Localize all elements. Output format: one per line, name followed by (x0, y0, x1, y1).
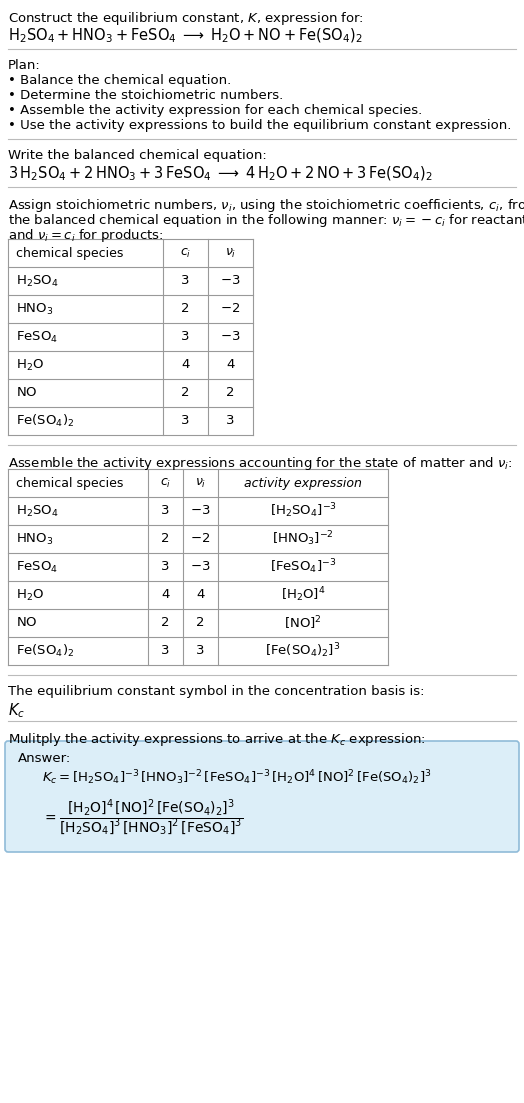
Text: Construct the equilibrium constant, $K$, expression for:: Construct the equilibrium constant, $K$,… (8, 10, 364, 26)
Text: $3\,\mathrm{H_2SO_4} + 2\,\mathrm{HNO_3} + 3\,\mathrm{FeSO_4} \;\longrightarrow\: $3\,\mathrm{H_2SO_4} + 2\,\mathrm{HNO_3}… (8, 165, 433, 183)
Text: 3: 3 (181, 275, 190, 288)
Text: $= \dfrac{[\mathrm{H_2O}]^{4}\,[\mathrm{NO}]^{2}\,[\mathrm{Fe(SO_4)_2}]^{3}}{[\m: $= \dfrac{[\mathrm{H_2O}]^{4}\,[\mathrm{… (42, 797, 243, 838)
Text: $[\mathrm{NO}]^{2}$: $[\mathrm{NO}]^{2}$ (284, 614, 322, 632)
Text: 3: 3 (196, 644, 205, 657)
Text: $-2$: $-2$ (190, 533, 211, 546)
Text: 2: 2 (181, 386, 190, 399)
Text: $K_c$: $K_c$ (8, 702, 25, 719)
Text: 3: 3 (181, 415, 190, 428)
Text: $\mathrm{FeSO_4}$: $\mathrm{FeSO_4}$ (16, 330, 58, 344)
Text: $[\mathrm{HNO_3}]^{-2}$: $[\mathrm{HNO_3}]^{-2}$ (272, 529, 334, 548)
FancyBboxPatch shape (5, 741, 519, 852)
Text: 2: 2 (161, 617, 170, 630)
Text: 4: 4 (196, 589, 205, 601)
Text: $\mathrm{H_2O}$: $\mathrm{H_2O}$ (16, 588, 44, 602)
Text: activity expression: activity expression (244, 476, 362, 490)
Text: Plan:: Plan: (8, 58, 41, 72)
Text: $\nu_i$: $\nu_i$ (195, 476, 206, 490)
Text: • Balance the chemical equation.: • Balance the chemical equation. (8, 74, 231, 87)
Text: $\mathrm{HNO_3}$: $\mathrm{HNO_3}$ (16, 301, 53, 317)
Text: $\mathrm{Fe(SO_4)_2}$: $\mathrm{Fe(SO_4)_2}$ (16, 643, 74, 660)
Text: $\mathrm{NO}$: $\mathrm{NO}$ (16, 617, 38, 630)
Text: $\mathrm{NO}$: $\mathrm{NO}$ (16, 386, 38, 399)
Text: $c_i$: $c_i$ (180, 246, 191, 259)
Text: • Determine the stoichiometric numbers.: • Determine the stoichiometric numbers. (8, 89, 283, 101)
Text: $\nu_i$: $\nu_i$ (225, 246, 236, 259)
Text: chemical species: chemical species (16, 246, 123, 259)
Text: $-3$: $-3$ (220, 331, 241, 343)
Text: Assign stoichiometric numbers, $\nu_i$, using the stoichiometric coefficients, $: Assign stoichiometric numbers, $\nu_i$, … (8, 197, 524, 214)
Text: 3: 3 (161, 504, 170, 517)
Text: $-3$: $-3$ (220, 275, 241, 288)
Text: 4: 4 (226, 358, 235, 372)
Text: Mulitply the activity expressions to arrive at the $K_c$ expression:: Mulitply the activity expressions to arr… (8, 731, 426, 748)
Text: $\mathrm{Fe(SO_4)_2}$: $\mathrm{Fe(SO_4)_2}$ (16, 413, 74, 429)
Text: the balanced chemical equation in the following manner: $\nu_i = -c_i$ for react: the balanced chemical equation in the fo… (8, 212, 524, 229)
Text: $\mathrm{H_2SO_4}$: $\mathrm{H_2SO_4}$ (16, 274, 59, 289)
Text: $K_c = [\mathrm{H_2SO_4}]^{-3}\,[\mathrm{HNO_3}]^{-2}\,[\mathrm{FeSO_4}]^{-3}\,[: $K_c = [\mathrm{H_2SO_4}]^{-3}\,[\mathrm… (42, 768, 432, 786)
Text: 3: 3 (181, 331, 190, 343)
Text: • Assemble the activity expression for each chemical species.: • Assemble the activity expression for e… (8, 104, 422, 117)
Text: 2: 2 (181, 302, 190, 315)
Text: 4: 4 (181, 358, 190, 372)
Text: $-3$: $-3$ (190, 560, 211, 574)
Text: Write the balanced chemical equation:: Write the balanced chemical equation: (8, 149, 267, 162)
Text: $[\mathrm{H_2SO_4}]^{-3}$: $[\mathrm{H_2SO_4}]^{-3}$ (269, 502, 336, 521)
Text: $\mathrm{FeSO_4}$: $\mathrm{FeSO_4}$ (16, 559, 58, 575)
Text: 3: 3 (161, 560, 170, 574)
Text: $c_i$: $c_i$ (160, 476, 171, 490)
Text: • Use the activity expressions to build the equilibrium constant expression.: • Use the activity expressions to build … (8, 119, 511, 132)
Text: $[\mathrm{Fe(SO_4)_2}]^{3}$: $[\mathrm{Fe(SO_4)_2}]^{3}$ (265, 642, 341, 661)
Text: chemical species: chemical species (16, 476, 123, 490)
Text: 4: 4 (161, 589, 170, 601)
Text: The equilibrium constant symbol in the concentration basis is:: The equilibrium constant symbol in the c… (8, 685, 424, 698)
Text: $[\mathrm{FeSO_4}]^{-3}$: $[\mathrm{FeSO_4}]^{-3}$ (270, 558, 336, 577)
Text: $\mathrm{HNO_3}$: $\mathrm{HNO_3}$ (16, 532, 53, 547)
Text: $\mathrm{H_2SO_4}$: $\mathrm{H_2SO_4}$ (16, 503, 59, 518)
Text: $-2$: $-2$ (221, 302, 241, 315)
Text: and $\nu_i = c_i$ for products:: and $\nu_i = c_i$ for products: (8, 227, 163, 244)
Text: $[\mathrm{H_2O}]^{4}$: $[\mathrm{H_2O}]^{4}$ (281, 586, 325, 604)
Text: 3: 3 (161, 644, 170, 657)
Text: Assemble the activity expressions accounting for the state of matter and $\nu_i$: Assemble the activity expressions accoun… (8, 456, 512, 472)
Text: $\mathrm{H_2SO_4 + HNO_3 + FeSO_4 \;\longrightarrow\; H_2O + NO + Fe(SO_4)_2}$: $\mathrm{H_2SO_4 + HNO_3 + FeSO_4 \;\lon… (8, 26, 363, 45)
Text: 2: 2 (196, 617, 205, 630)
Text: Answer:: Answer: (18, 752, 71, 765)
Text: 3: 3 (226, 415, 235, 428)
Text: 2: 2 (226, 386, 235, 399)
Text: 2: 2 (161, 533, 170, 546)
Text: $\mathrm{H_2O}$: $\mathrm{H_2O}$ (16, 357, 44, 373)
Text: $-3$: $-3$ (190, 504, 211, 517)
